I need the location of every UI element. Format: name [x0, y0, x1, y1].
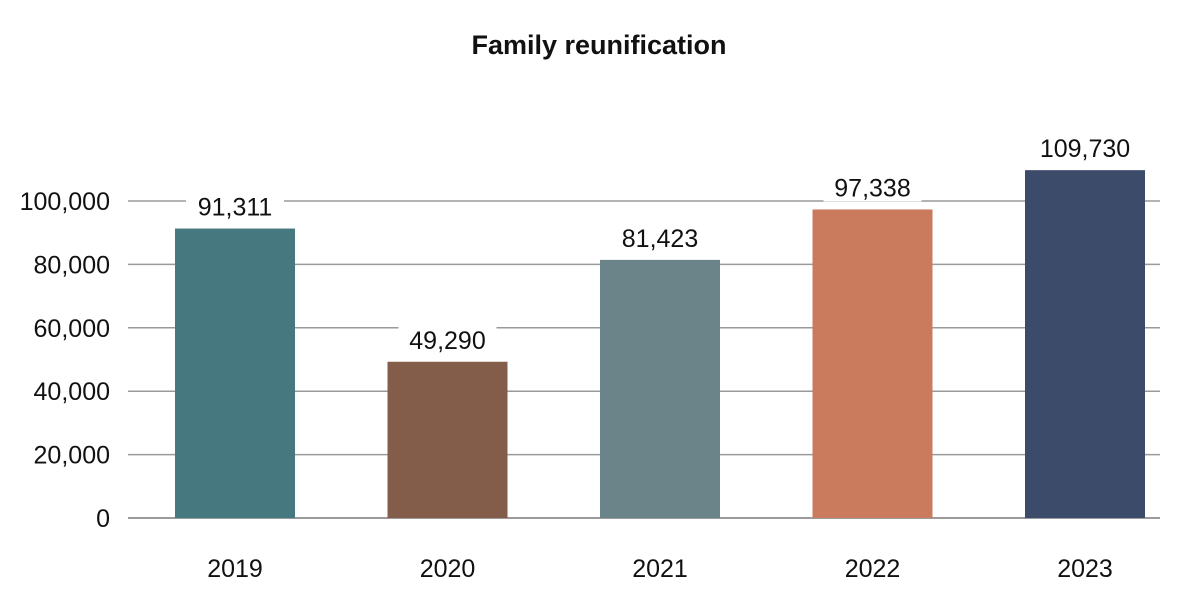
category-label-2020: 2020	[420, 555, 476, 583]
category-label-2023: 2023	[1057, 555, 1113, 583]
data-label-2022: 97,338	[834, 174, 910, 202]
y-tick-label: 20,000	[34, 442, 110, 470]
bar-2022	[812, 209, 933, 518]
chart-title: Family reunification	[471, 30, 727, 60]
data-label-background	[398, 323, 497, 354]
category-label-2019: 2019	[207, 555, 263, 583]
bar-2021	[600, 259, 720, 518]
bar-2020	[387, 361, 508, 518]
data-label-background	[823, 171, 922, 202]
y-tick-label: 60,000	[34, 315, 110, 343]
data-label-2023: 109,730	[1040, 135, 1130, 163]
y-tick-label: 100,000	[20, 188, 110, 216]
data-label-background	[1029, 132, 1141, 163]
data-label-2020: 49,290	[409, 327, 485, 355]
category-label-2022: 2022	[845, 555, 901, 583]
data-labels: 91,311 49,290 81,423 97,338 109,730	[186, 132, 1141, 355]
bar-2019	[175, 228, 295, 518]
bars	[175, 170, 1145, 519]
y-axis-ticks: 0 20,000 40,000 60,000 80,000 100,000	[20, 188, 110, 533]
category-label-2021: 2021	[632, 555, 688, 583]
data-label-background	[186, 190, 284, 221]
x-axis-categories: 2019 2020 2021 2022 2023	[207, 555, 1113, 583]
data-label-2021: 81,423	[622, 225, 698, 253]
data-label-background	[611, 221, 709, 252]
y-tick-label: 40,000	[34, 378, 110, 406]
y-tick-label: 80,000	[34, 251, 110, 279]
y-tick-label: 0	[96, 505, 110, 533]
bar-2023	[1025, 170, 1145, 519]
data-label-2019: 91,311	[198, 194, 273, 222]
